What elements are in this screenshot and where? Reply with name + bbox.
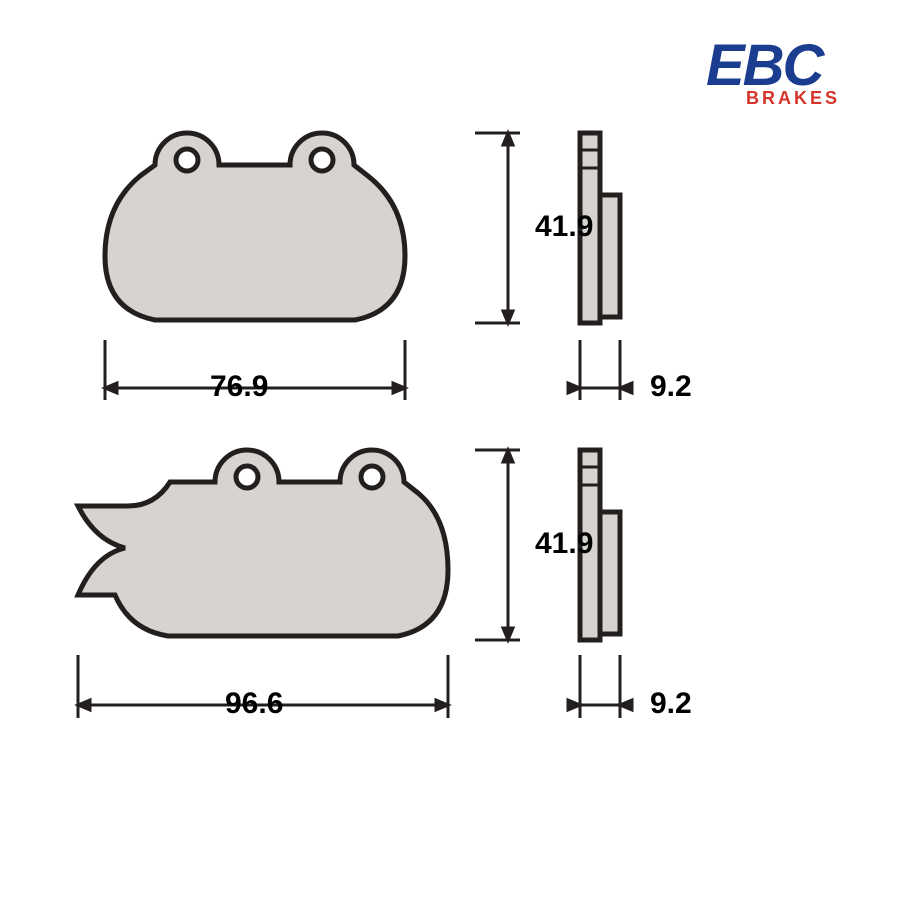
brake-pad-diagram [0,0,900,900]
pad1-thickness-dimension [568,340,632,400]
pad1-width-label: 76.9 [210,370,268,404]
pad2-thickness-dimension [568,655,632,718]
pad1-front [105,133,405,320]
pad1-height-label: 41.9 [535,210,593,244]
pad2-front [78,450,448,636]
pad2-thickness-label: 9.2 [650,687,692,721]
pad1-thickness-label: 9.2 [650,370,692,404]
pad2-height-label: 41.9 [535,527,593,561]
pad2-height-dimension [475,450,520,640]
pad1-height-dimension [475,133,520,323]
pad2-width-label: 96.6 [225,687,283,721]
